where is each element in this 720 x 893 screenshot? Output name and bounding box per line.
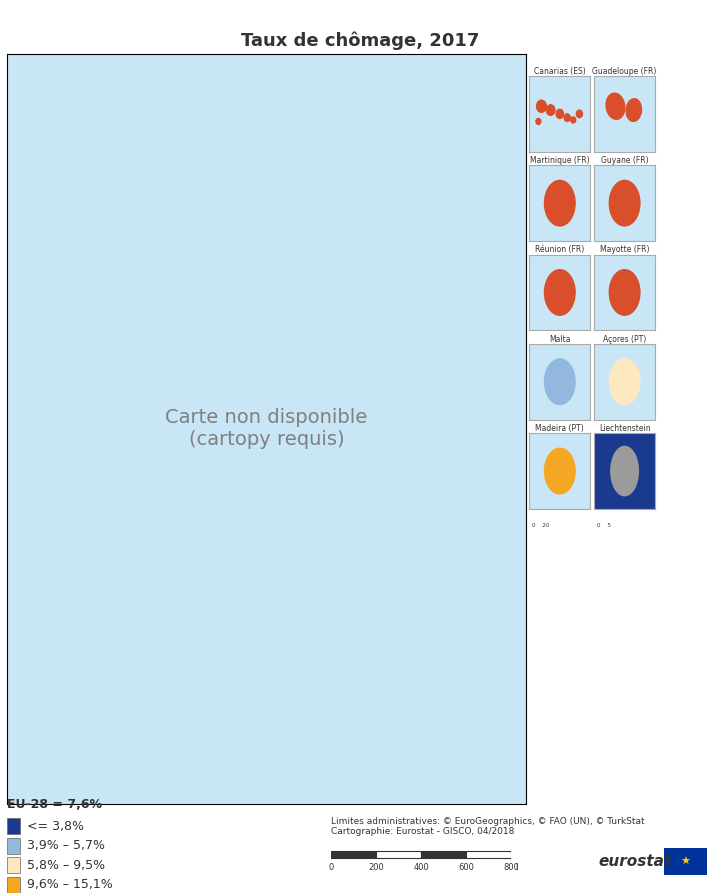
Text: 600: 600 <box>458 863 474 872</box>
Text: EU-28 = 7,6%: EU-28 = 7,6% <box>7 798 102 811</box>
Text: 0    25: 0 25 <box>597 165 615 171</box>
Title: Liechtenstein: Liechtenstein <box>599 424 650 433</box>
Ellipse shape <box>609 359 640 405</box>
Text: <= 3,8%: <= 3,8% <box>27 820 84 832</box>
Text: ★: ★ <box>680 856 690 867</box>
Circle shape <box>571 117 576 123</box>
Text: 0: 0 <box>328 863 334 872</box>
Title: Martinique (FR): Martinique (FR) <box>530 156 590 165</box>
Text: 0    20: 0 20 <box>532 255 550 260</box>
Title: Mayotte (FR): Mayotte (FR) <box>600 246 649 255</box>
Ellipse shape <box>544 180 575 226</box>
Ellipse shape <box>626 99 642 121</box>
Ellipse shape <box>544 270 575 315</box>
Title: Réunion (FR): Réunion (FR) <box>535 246 585 255</box>
Circle shape <box>556 109 564 119</box>
Text: Taux de chômage, 2017: Taux de chômage, 2017 <box>240 31 480 50</box>
Text: eurostat: eurostat <box>598 855 672 869</box>
Title: Madeira (PT): Madeira (PT) <box>536 424 584 433</box>
Title: Guadeloupe (FR): Guadeloupe (FR) <box>593 67 657 76</box>
Text: 200: 200 <box>369 863 384 872</box>
Text: 0    20: 0 20 <box>532 522 550 528</box>
Circle shape <box>546 104 555 115</box>
Text: 5,8% – 9,5%: 5,8% – 9,5% <box>27 859 106 872</box>
Ellipse shape <box>544 448 575 494</box>
Ellipse shape <box>609 270 640 315</box>
Text: 0    100: 0 100 <box>597 255 618 260</box>
Text: 0    50: 0 50 <box>597 433 615 438</box>
Text: 0    15: 0 15 <box>597 344 615 349</box>
Circle shape <box>576 110 582 118</box>
Text: Carte non disponible
(cartopy requis): Carte non disponible (cartopy requis) <box>166 408 367 449</box>
Text: 0    100: 0 100 <box>532 165 553 171</box>
Title: Canarias (ES): Canarias (ES) <box>534 67 585 76</box>
Bar <box>376 851 421 857</box>
Text: 0    20: 0 20 <box>532 344 550 349</box>
Title: Malta: Malta <box>549 335 570 344</box>
Ellipse shape <box>609 180 640 226</box>
Text: km: km <box>516 863 528 872</box>
Bar <box>664 848 707 875</box>
Text: 800: 800 <box>503 863 519 872</box>
Text: 3,9% – 5,7%: 3,9% – 5,7% <box>27 839 105 852</box>
Title: Guyane (FR): Guyane (FR) <box>600 156 649 165</box>
Title: Açores (PT): Açores (PT) <box>603 335 647 344</box>
Ellipse shape <box>544 359 575 405</box>
Ellipse shape <box>606 93 625 120</box>
Circle shape <box>536 100 546 113</box>
Text: 0    10: 0 10 <box>532 433 550 438</box>
Text: 0    5: 0 5 <box>597 522 611 528</box>
Text: 400: 400 <box>413 863 429 872</box>
Bar <box>467 851 511 857</box>
Bar <box>421 851 467 857</box>
Text: 9,6% – 15,1%: 9,6% – 15,1% <box>27 879 113 891</box>
Text: Limites administratives: © EuroGeographics, © FAO (UN), © TurkStat
Cartographie:: Limites administratives: © EuroGeographi… <box>331 817 645 837</box>
Bar <box>331 851 376 857</box>
Circle shape <box>536 119 541 124</box>
Circle shape <box>564 114 570 121</box>
Ellipse shape <box>611 446 639 496</box>
